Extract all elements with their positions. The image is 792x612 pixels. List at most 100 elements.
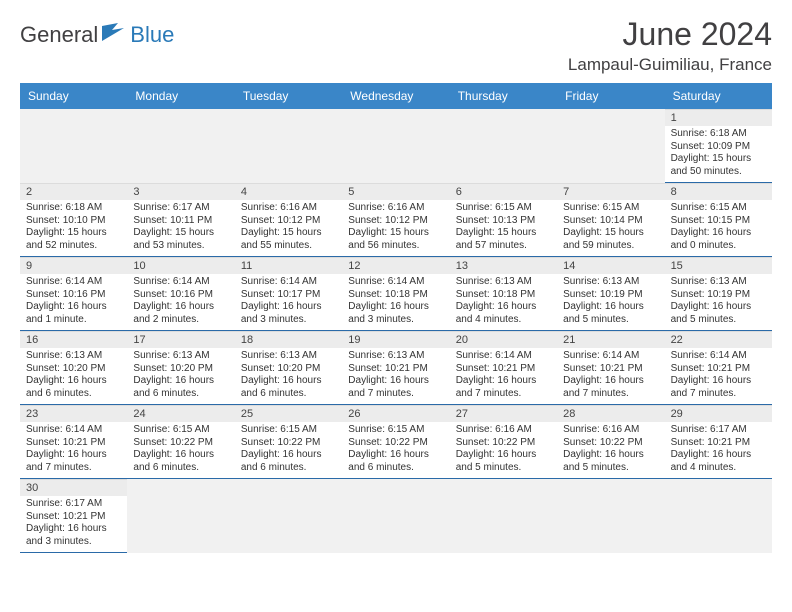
daylight-value: Daylight: 15 hours and 56 minutes. [348, 227, 443, 252]
day-info: Sunrise: 6:13 AMSunset: 10:20 PMDaylight… [127, 348, 234, 404]
day-number: 5 [342, 183, 449, 200]
daylight-value: Daylight: 16 hours and 3 minutes. [26, 523, 121, 548]
day-info: Sunrise: 6:15 AMSunset: 10:22 PMDaylight… [342, 422, 449, 478]
day-info: Sunrise: 6:18 AMSunset: 10:10 PMDaylight… [20, 200, 127, 256]
sunrise-value: Sunrise: 6:14 AM [348, 276, 443, 289]
header: General Blue June 2024 Lampaul-Guimiliau… [20, 16, 772, 75]
calendar-cell: 22Sunrise: 6:14 AMSunset: 10:21 PMDaylig… [665, 331, 772, 405]
calendar-cell: 2Sunrise: 6:18 AMSunset: 10:10 PMDayligh… [20, 183, 127, 257]
weekday-mon: Monday [127, 83, 234, 109]
title-block: June 2024 Lampaul-Guimiliau, France [568, 16, 772, 75]
daylight-value: Daylight: 16 hours and 4 minutes. [671, 449, 766, 474]
daylight-value: Daylight: 16 hours and 2 minutes. [133, 301, 228, 326]
calendar-cell [235, 109, 342, 183]
calendar-cell [450, 479, 557, 553]
sunset-value: Sunset: 10:16 PM [133, 289, 228, 302]
sunset-value: Sunset: 10:10 PM [26, 215, 121, 228]
day-number: 2 [20, 183, 127, 200]
calendar-cell: 23Sunrise: 6:14 AMSunset: 10:21 PMDaylig… [20, 405, 127, 479]
sunset-value: Sunset: 10:18 PM [456, 289, 551, 302]
sunset-value: Sunset: 10:22 PM [456, 437, 551, 450]
sunrise-value: Sunrise: 6:18 AM [26, 202, 121, 215]
calendar-cell: 4Sunrise: 6:16 AMSunset: 10:12 PMDayligh… [235, 183, 342, 257]
calendar-cell: 12Sunrise: 6:14 AMSunset: 10:18 PMDaylig… [342, 257, 449, 331]
sunrise-value: Sunrise: 6:16 AM [456, 424, 551, 437]
sunset-value: Sunset: 10:19 PM [563, 289, 658, 302]
calendar-cell: 29Sunrise: 6:17 AMSunset: 10:21 PMDaylig… [665, 405, 772, 479]
sunrise-value: Sunrise: 6:13 AM [456, 276, 551, 289]
calendar-cell [342, 109, 449, 183]
day-number: 14 [557, 257, 664, 274]
sunrise-value: Sunrise: 6:13 AM [133, 350, 228, 363]
weekday-wed: Wednesday [342, 83, 449, 109]
calendar-cell: 20Sunrise: 6:14 AMSunset: 10:21 PMDaylig… [450, 331, 557, 405]
sunset-value: Sunset: 10:16 PM [26, 289, 121, 302]
daylight-value: Daylight: 16 hours and 1 minute. [26, 301, 121, 326]
calendar-grid: 1Sunrise: 6:18 AMSunset: 10:09 PMDayligh… [20, 109, 772, 553]
calendar-cell: 10Sunrise: 6:14 AMSunset: 10:16 PMDaylig… [127, 257, 234, 331]
location-label: Lampaul-Guimiliau, France [568, 55, 772, 75]
calendar-cell: 26Sunrise: 6:15 AMSunset: 10:22 PMDaylig… [342, 405, 449, 479]
calendar-cell: 6Sunrise: 6:15 AMSunset: 10:13 PMDayligh… [450, 183, 557, 257]
day-info: Sunrise: 6:17 AMSunset: 10:11 PMDaylight… [127, 200, 234, 256]
weekday-header: Sunday Monday Tuesday Wednesday Thursday… [20, 83, 772, 109]
sunset-value: Sunset: 10:20 PM [133, 363, 228, 376]
sunset-value: Sunset: 10:20 PM [241, 363, 336, 376]
day-info: Sunrise: 6:16 AMSunset: 10:12 PMDaylight… [235, 200, 342, 256]
sunset-value: Sunset: 10:21 PM [348, 363, 443, 376]
logo-flag-icon [102, 23, 128, 48]
calendar-cell [557, 479, 664, 553]
daylight-value: Daylight: 16 hours and 7 minutes. [456, 375, 551, 400]
calendar-cell [20, 109, 127, 183]
daylight-value: Daylight: 15 hours and 50 minutes. [671, 153, 766, 178]
day-info: Sunrise: 6:15 AMSunset: 10:22 PMDaylight… [235, 422, 342, 478]
sunset-value: Sunset: 10:20 PM [26, 363, 121, 376]
calendar-cell: 19Sunrise: 6:13 AMSunset: 10:21 PMDaylig… [342, 331, 449, 405]
day-number: 20 [450, 331, 557, 348]
day-number: 3 [127, 183, 234, 200]
day-number: 12 [342, 257, 449, 274]
day-info: Sunrise: 6:16 AMSunset: 10:22 PMDaylight… [450, 422, 557, 478]
logo-text-blue: Blue [130, 22, 174, 48]
day-info: Sunrise: 6:14 AMSunset: 10:18 PMDaylight… [342, 274, 449, 330]
sunset-value: Sunset: 10:12 PM [348, 215, 443, 228]
day-number: 17 [127, 331, 234, 348]
sunset-value: Sunset: 10:22 PM [241, 437, 336, 450]
logo: General Blue [20, 22, 174, 48]
sunset-value: Sunset: 10:21 PM [563, 363, 658, 376]
day-number: 10 [127, 257, 234, 274]
calendar-page: General Blue June 2024 Lampaul-Guimiliau… [0, 0, 792, 553]
sunrise-value: Sunrise: 6:15 AM [671, 202, 766, 215]
sunset-value: Sunset: 10:13 PM [456, 215, 551, 228]
calendar-cell: 14Sunrise: 6:13 AMSunset: 10:19 PMDaylig… [557, 257, 664, 331]
sunset-value: Sunset: 10:15 PM [671, 215, 766, 228]
sunset-value: Sunset: 10:14 PM [563, 215, 658, 228]
day-number: 16 [20, 331, 127, 348]
daylight-value: Daylight: 16 hours and 5 minutes. [456, 449, 551, 474]
day-info: Sunrise: 6:13 AMSunset: 10:18 PMDaylight… [450, 274, 557, 330]
daylight-value: Daylight: 16 hours and 4 minutes. [456, 301, 551, 326]
weekday-sun: Sunday [20, 83, 127, 109]
calendar-cell: 1Sunrise: 6:18 AMSunset: 10:09 PMDayligh… [665, 109, 772, 183]
sunrise-value: Sunrise: 6:14 AM [456, 350, 551, 363]
weekday-tue: Tuesday [235, 83, 342, 109]
day-info: Sunrise: 6:13 AMSunset: 10:19 PMDaylight… [665, 274, 772, 330]
calendar-cell: 21Sunrise: 6:14 AMSunset: 10:21 PMDaylig… [557, 331, 664, 405]
sunrise-value: Sunrise: 6:17 AM [671, 424, 766, 437]
daylight-value: Daylight: 16 hours and 5 minutes. [563, 301, 658, 326]
daylight-value: Daylight: 16 hours and 7 minutes. [563, 375, 658, 400]
day-info: Sunrise: 6:15 AMSunset: 10:22 PMDaylight… [127, 422, 234, 478]
sunrise-value: Sunrise: 6:17 AM [26, 498, 121, 511]
day-info: Sunrise: 6:16 AMSunset: 10:22 PMDaylight… [557, 422, 664, 478]
daylight-value: Daylight: 15 hours and 59 minutes. [563, 227, 658, 252]
sunset-value: Sunset: 10:12 PM [241, 215, 336, 228]
sunrise-value: Sunrise: 6:14 AM [671, 350, 766, 363]
sunrise-value: Sunrise: 6:14 AM [26, 276, 121, 289]
sunset-value: Sunset: 10:17 PM [241, 289, 336, 302]
day-info: Sunrise: 6:14 AMSunset: 10:16 PMDaylight… [20, 274, 127, 330]
sunrise-value: Sunrise: 6:14 AM [563, 350, 658, 363]
sunset-value: Sunset: 10:21 PM [671, 363, 766, 376]
calendar-cell: 13Sunrise: 6:13 AMSunset: 10:18 PMDaylig… [450, 257, 557, 331]
calendar-cell [127, 479, 234, 553]
day-info: Sunrise: 6:15 AMSunset: 10:15 PMDaylight… [665, 200, 772, 256]
